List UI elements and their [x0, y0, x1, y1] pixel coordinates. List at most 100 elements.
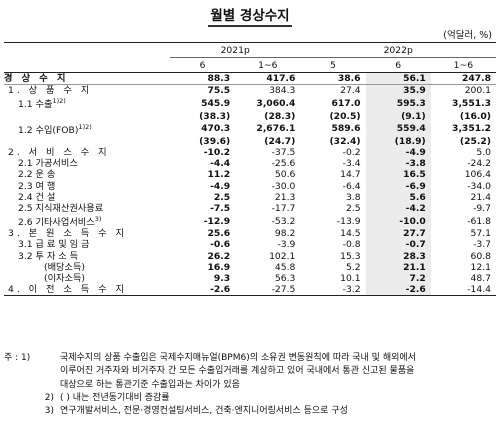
- table-cell: 417.6: [235, 72, 301, 86]
- table-cell: 617.0: [331, 97, 361, 109]
- header-blank: [4, 42, 170, 58]
- table-cell: 545.9: [201, 97, 231, 109]
- table-cell: -0.2: [342, 146, 361, 158]
- table-row: 3.2 투 자 소 득 26.2 102.1 15.3 28.3 60.8: [4, 250, 496, 262]
- table-cell: -10.2: [203, 146, 231, 158]
- table-cell: 247.8: [430, 72, 496, 86]
- table-cell: (39.6): [199, 135, 231, 147]
- table-cell: (18.9): [365, 135, 431, 147]
- table-cell: -0.7: [365, 239, 431, 251]
- table-cell: 98.2: [274, 228, 296, 240]
- header-year-2022: 2022p: [300, 42, 496, 58]
- table-cell: 57.1: [470, 228, 491, 240]
- header-year-2021: 2021p: [170, 42, 301, 58]
- row-label: 1.1 수출1)2): [18, 97, 66, 111]
- table-cell: -13.9: [336, 215, 361, 227]
- table-body: 경 상 수 지 88.3 417.6 38.6 56.1 247.8 1. 상 품 수 지 7…: [4, 72, 496, 297]
- table-row: 1. 상 품 수 지 75.5 384.3 27.4 35.9 200.1: [4, 84, 496, 97]
- row-label: [4, 136, 170, 147]
- table-row: 4. 이 전 소 득 수 지 -2.6 -27.5 -3.2 -2.6 -14.4: [4, 284, 496, 297]
- table-row: 3.1 급 료 및 임 금 -0.6 -3.9 -0.8 -0.7 -3.7: [4, 239, 496, 251]
- table-row: 2.6 기타사업서비스3) -12.9 -53.2 -13.9 -10.0 -61.8: [4, 214, 496, 229]
- footnote-marker: 1)2): [52, 97, 66, 106]
- table-cell: -3.9: [277, 239, 296, 251]
- row-label: 4. 이 전 소 득 수 지: [4, 284, 170, 297]
- row-label: 3. 본 원 소 득 수 지: [8, 228, 128, 240]
- current-account-table: 2021p 2022p 6 1~6 5 6 1~6 경 상 수 지 88.3 417…: [4, 42, 496, 297]
- page-title: 월별 경상수지: [0, 4, 500, 27]
- header-period: 1~6: [235, 57, 301, 73]
- table-cell: -10.0: [365, 214, 431, 229]
- table-cell: 106.4: [464, 169, 491, 181]
- table-cell: 2,676.1: [256, 123, 296, 135]
- table-cell: -4.2: [365, 202, 431, 214]
- table-cell: -25.6: [271, 158, 296, 170]
- table-cell: (38.3): [199, 110, 231, 122]
- table-cell: 75.5: [207, 85, 231, 97]
- table-row: 2.5 지식재산권사용료 -7.5 -17.7 2.5 -4.2 -9.7: [4, 202, 496, 214]
- table-cell: -3.2: [300, 284, 366, 297]
- table-cell: -0.8: [342, 239, 361, 251]
- header-period: 6: [170, 57, 236, 73]
- table-cell: 56.3: [274, 272, 296, 284]
- row-label: (이자소득): [44, 272, 85, 284]
- footnote-1-cont: 이루어진 거주자와 비거주자 간 모든 수출입거래를 계상하고 있어 국내에서 …: [60, 366, 415, 377]
- table-cell: 7.2: [365, 272, 431, 284]
- table-cell: 589.6: [331, 123, 361, 135]
- table-cell: -9.7: [473, 202, 491, 214]
- table-cell: -3.7: [473, 239, 491, 251]
- table-cell: 25.6: [207, 228, 231, 240]
- table-cell: 11.2: [207, 169, 231, 181]
- table-cell: 5.0: [476, 146, 491, 158]
- table-cell: 5.6: [365, 191, 431, 203]
- table-cell: 35.9: [365, 84, 431, 97]
- table-cell: 14.5: [340, 228, 361, 240]
- row-label: 2.4 건 설: [18, 191, 56, 203]
- table-cell: 2.5: [213, 191, 231, 203]
- table-row: (38.3) (28.3) (20.5) (9.1) (16.0): [4, 110, 496, 122]
- table-cell: -27.5: [235, 284, 301, 297]
- footnotes: 주 : 1) 국제수지의 상품 수출입은 국제수지매뉴얼(BPM6)의 소유권 …: [4, 352, 496, 418]
- table-cell: -24.2: [467, 158, 491, 170]
- table-row: (이자소득) 9.3 56.3 10.1 7.2 48.7: [4, 272, 496, 284]
- table-cell: 15.3: [340, 250, 361, 262]
- table-cell: 27.7: [365, 228, 431, 240]
- table-cell: 38.6: [300, 72, 366, 86]
- table-cell: 200.1: [464, 85, 491, 97]
- table-cell: 50.6: [274, 169, 296, 181]
- table-cell: 16.9: [207, 261, 231, 273]
- row-label: 2.6 기타사업서비스3): [18, 215, 102, 229]
- table-cell: 14.7: [340, 169, 361, 181]
- row-label: 2. 서 비 스 수 지: [8, 146, 110, 158]
- row-label: 1. 상 품 수 지: [8, 85, 93, 97]
- table-cell: 21.3: [274, 191, 296, 203]
- table-cell: 3,351.2: [452, 123, 491, 135]
- row-label: 경 상 수 지: [4, 72, 170, 86]
- unit-label: (억달러, %): [443, 30, 492, 41]
- table-cell: -30.0: [271, 180, 296, 192]
- table-row: 2.3 여 행 -4.9 -30.0 -6.4 -6.9 -34.0: [4, 180, 496, 192]
- table-cell: -0.6: [210, 239, 231, 251]
- table-cell: (9.1): [365, 110, 431, 122]
- row-label: 3.1 급 료 및 임 금: [18, 239, 90, 251]
- table-cell: 595.3: [365, 96, 431, 111]
- footnote-2: 2) ( ) 내는 전년동기대비 증감률: [44, 392, 170, 403]
- table-cell: -3.8: [365, 158, 431, 170]
- table-cell: 2.5: [345, 202, 361, 214]
- table-cell: 21.1: [365, 261, 431, 273]
- table-row: 2.2 운 송 11.2 50.6 14.7 16.5 106.4: [4, 169, 496, 181]
- table-cell: (24.7): [264, 135, 296, 147]
- table-cell: 559.4: [365, 121, 431, 136]
- table-row: 경 상 수 지 88.3 417.6 38.6 56.1 247.8: [4, 72, 496, 86]
- table-cell: -2.6: [365, 284, 431, 297]
- table-cell: 3.8: [345, 191, 361, 203]
- header-period: 5: [300, 57, 366, 73]
- table-cell: -14.4: [430, 284, 496, 297]
- table-cell: 26.2: [207, 250, 231, 262]
- table-cell: -61.8: [467, 215, 491, 227]
- table-row: 1.1 수출1)2) 545.9 3,060.4 617.0 595.3 3,551.3: [4, 96, 496, 111]
- row-label: 2.5 지식재산권사용료: [18, 202, 104, 214]
- table-cell: 21.4: [470, 191, 491, 203]
- table-cell: -4.4: [210, 158, 231, 170]
